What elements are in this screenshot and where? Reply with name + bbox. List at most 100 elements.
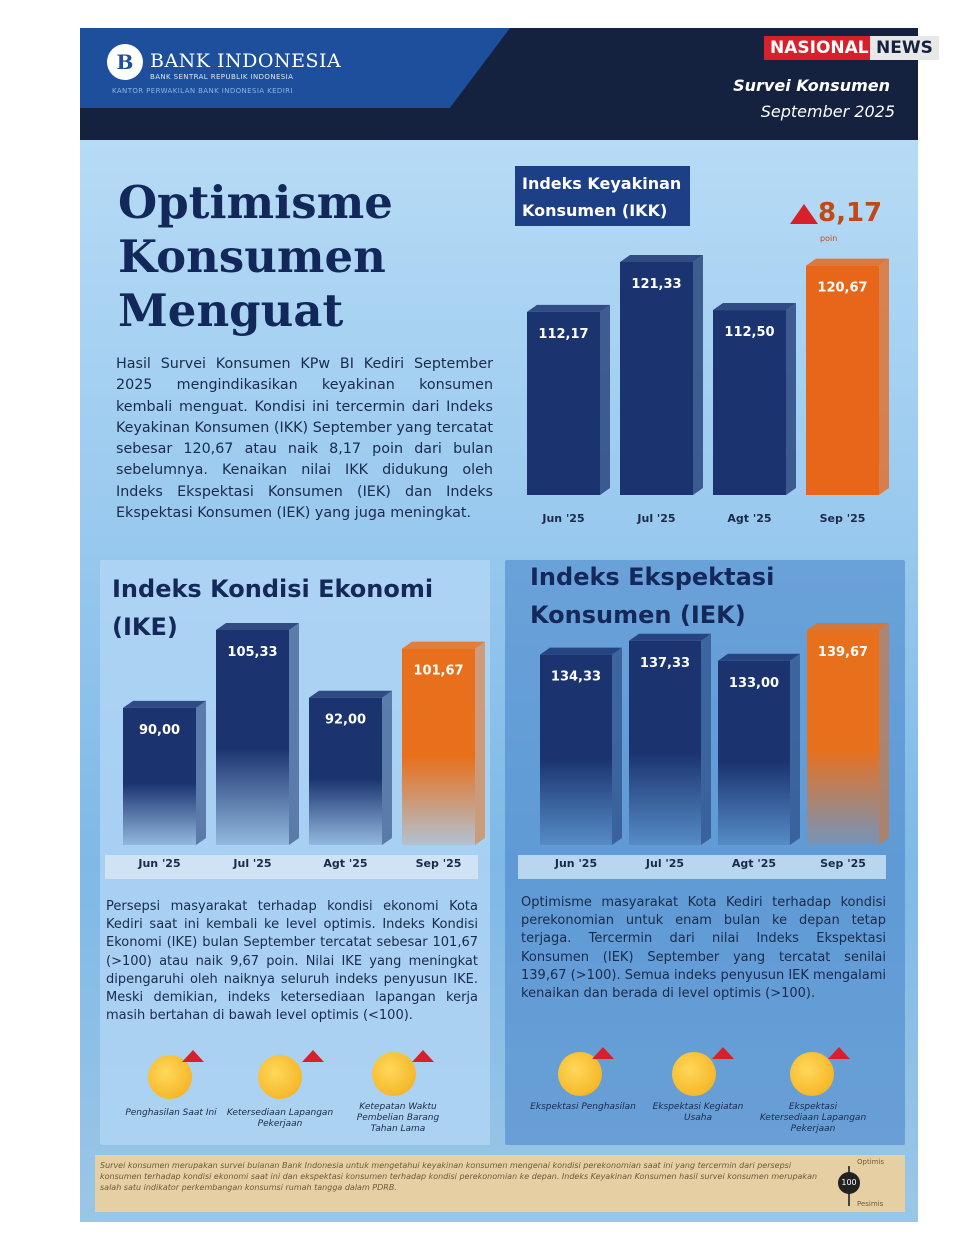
value-label: 92,00: [325, 713, 366, 728]
bar: [123, 700, 206, 845]
x-tick-label: Agt '25: [727, 512, 771, 525]
bar-side: [612, 647, 622, 845]
bar-side: [786, 303, 796, 495]
icon-arrow: [412, 1050, 434, 1062]
bar-side: [790, 653, 800, 845]
x-tick-label: Sep '25: [416, 857, 462, 870]
icon-arrow: [592, 1047, 614, 1059]
bar-top: [123, 700, 206, 708]
x-tick-label: Sep '25: [820, 512, 866, 525]
component-label: Ekspektasi Penghasilan: [530, 1102, 636, 1112]
icon-arrow: [712, 1047, 734, 1059]
value-label: 90,00: [139, 723, 180, 738]
bar: [718, 653, 800, 845]
bar-front: [216, 630, 289, 845]
bar-front: [629, 640, 701, 845]
icon: [672, 1052, 716, 1096]
value-label: 112,50: [724, 325, 774, 340]
bar-front: [806, 265, 879, 495]
bar-side: [701, 633, 711, 845]
value-label: 120,67: [817, 281, 867, 296]
bar-front: [718, 660, 790, 845]
icon: [372, 1052, 416, 1096]
component-label: Penghasilan Saat Ini: [125, 1108, 217, 1118]
survey-name: Survei Konsumen: [733, 76, 890, 95]
badge: NEWS: [870, 36, 939, 60]
icon-arrow: [828, 1047, 850, 1059]
value-label: 133,00: [729, 676, 779, 691]
bar-top: [540, 647, 622, 655]
value-label: 134,33: [551, 670, 601, 685]
bar-top: [629, 633, 711, 641]
bar-top: [402, 641, 485, 649]
bar-front: [713, 310, 786, 495]
bar-front: [123, 707, 196, 845]
bar-front: [309, 697, 382, 845]
org-name: BANK INDONESIA: [150, 50, 342, 72]
icon: [558, 1052, 602, 1096]
headline: Optimisme Konsumen Menguat: [118, 176, 393, 337]
ikk-chart: 112,17 Jun '25 121,33 Jul '25 112,50 Agt '25 1…: [527, 255, 889, 525]
bar: [806, 258, 889, 495]
bar-front: [402, 648, 475, 845]
bar-front: [620, 262, 693, 495]
x-tick-label: Jul '25: [645, 857, 684, 870]
icon-arrow: [182, 1050, 204, 1062]
bar-side: [196, 700, 206, 845]
icon: [148, 1055, 192, 1099]
x-tick-label: Jul '25: [232, 857, 271, 870]
panel-title: Indeks Kondisi Ekonomi (IKE): [112, 575, 434, 641]
bar-side: [879, 623, 889, 845]
component-label: Ekspektasi Kegiatan Usaha: [652, 1102, 744, 1123]
icon-arrow: [302, 1050, 324, 1062]
bar-top: [807, 623, 889, 630]
ike-chart: 90,00 Jun '25 105,33 Jul '25 92,00 Agt '25 101…: [123, 623, 485, 870]
panel-title: Indeks Ekspektasi Konsumen (IEK): [530, 563, 775, 629]
bar: [620, 255, 703, 495]
x-tick-label: Jul '25: [636, 512, 675, 525]
bar: [216, 623, 299, 845]
value-label: 139,67: [818, 645, 868, 660]
icon: [258, 1055, 302, 1099]
bar-top: [309, 690, 392, 698]
icon: [790, 1052, 834, 1096]
bar: [713, 303, 796, 495]
value-label: 121,33: [631, 277, 681, 292]
bar: [629, 633, 711, 845]
value-label: 137,33: [640, 656, 690, 671]
bar-side: [879, 258, 889, 495]
category-strip: [518, 855, 886, 879]
component-label: Ketepatan Waktu Pembelian Barang Tahan L…: [356, 1102, 440, 1134]
bar-top: [718, 653, 800, 661]
component-label: Ekspektasi Ketersediaan Lapangan Pekerja…: [759, 1102, 867, 1134]
chart-title-box: [515, 166, 690, 226]
up-arrow: [790, 204, 818, 224]
scale-top: Optimis: [857, 1158, 885, 1166]
bar-top: [216, 623, 299, 630]
org-sub: BANK SENTRAL REPUBLIK INDONESIA: [150, 73, 294, 81]
iek-text: Optimisme masyarakat Kota Kediri terhada…: [521, 895, 887, 1002]
value-label: 112,17: [538, 327, 588, 342]
badge: NASIONAL: [764, 36, 875, 60]
bar-top: [806, 258, 889, 266]
bar: [807, 623, 889, 845]
x-tick-label: Agt '25: [732, 857, 776, 870]
logo: B: [107, 44, 143, 80]
header-accent: [80, 28, 510, 108]
footer-band: [95, 1155, 905, 1212]
bar-side: [475, 641, 485, 845]
period: September 2025: [760, 102, 895, 121]
x-tick-label: Jun '25: [554, 857, 597, 870]
bar-top: [713, 303, 796, 311]
ikk-change: 8,17: [818, 198, 883, 228]
bar-front: [807, 630, 879, 845]
component-label: Ketersediaan Lapangan Pekerjaan: [226, 1108, 334, 1129]
intro: Hasil Survei Konsumen KPw BI Kediri Sept…: [116, 356, 493, 522]
bar-top: [620, 255, 703, 262]
bar-side: [382, 690, 392, 845]
bar-top: [527, 304, 610, 312]
bar: [309, 690, 392, 845]
value-label: 105,33: [227, 645, 277, 660]
footer-note: Survei konsumen merupakan survei bulanan…: [100, 1161, 818, 1192]
